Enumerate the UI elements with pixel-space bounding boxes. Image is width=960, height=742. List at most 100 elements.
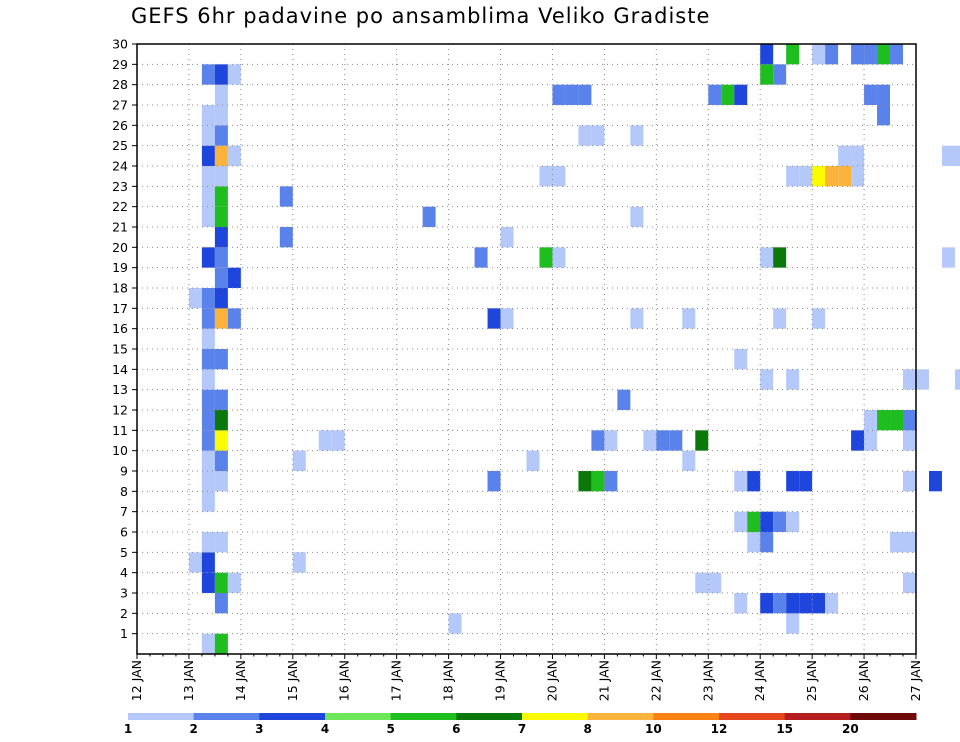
heatmap-cell bbox=[812, 166, 826, 187]
y-tick-label: 25 bbox=[112, 138, 128, 153]
x-tick-label: 27 JAN bbox=[908, 660, 923, 701]
heatmap-cells bbox=[188, 44, 960, 654]
colorbar-label: 4 bbox=[321, 722, 329, 736]
heatmap-cell bbox=[201, 186, 215, 207]
colorbar-swatch bbox=[784, 713, 851, 720]
y-tick-label: 23 bbox=[112, 179, 128, 194]
colorbar-label: 1 bbox=[124, 722, 132, 736]
heatmap-cell bbox=[214, 430, 228, 451]
heatmap-cell bbox=[864, 84, 878, 105]
heatmap-cell bbox=[201, 145, 215, 166]
heatmap-cell bbox=[630, 125, 644, 146]
heatmap-cell bbox=[786, 613, 800, 634]
heatmap-cell bbox=[201, 633, 215, 654]
heatmap-cell bbox=[214, 247, 228, 268]
x-tick-label: 22 JAN bbox=[648, 660, 663, 701]
heatmap-cell bbox=[734, 511, 748, 532]
colorbar-swatch bbox=[325, 713, 392, 720]
y-tick-label: 8 bbox=[120, 484, 128, 499]
y-tick-label: 19 bbox=[112, 260, 128, 275]
heatmap-cell bbox=[227, 267, 241, 288]
heatmap-cell bbox=[760, 593, 774, 614]
heatmap-cell bbox=[851, 145, 865, 166]
heatmap-cell bbox=[552, 84, 566, 105]
colorbar-swatch bbox=[522, 713, 589, 720]
y-tick-label: 12 bbox=[112, 403, 128, 418]
heatmap-cell bbox=[734, 349, 748, 370]
heatmap-cell bbox=[941, 145, 955, 166]
heatmap-cell bbox=[812, 308, 826, 329]
heatmap-cell bbox=[578, 125, 592, 146]
heatmap-cell bbox=[201, 105, 215, 126]
heatmap-cell bbox=[214, 308, 228, 329]
heatmap-cell bbox=[760, 247, 774, 268]
heatmap-cell bbox=[591, 430, 605, 451]
heatmap-cell bbox=[227, 64, 241, 85]
heatmap-cell bbox=[630, 206, 644, 227]
colorbar-swatch bbox=[128, 713, 195, 720]
heatmap-cell bbox=[578, 471, 592, 492]
colorbar-swatch bbox=[456, 713, 523, 720]
heatmap-cell bbox=[773, 308, 787, 329]
heatmap-cell bbox=[941, 247, 955, 268]
heatmap-cell bbox=[279, 227, 293, 248]
y-tick-label: 3 bbox=[120, 586, 128, 601]
plot-frame bbox=[136, 43, 917, 655]
heatmap-cell bbox=[695, 572, 709, 593]
heatmap-cell bbox=[773, 511, 787, 532]
colorbar-label: 12 bbox=[711, 722, 728, 736]
heatmap-cell bbox=[786, 166, 800, 187]
x-tick-label: 14 JAN bbox=[233, 660, 248, 701]
colorbar-swatch bbox=[850, 713, 917, 720]
heatmap-cell bbox=[422, 206, 436, 227]
heatmap-cell bbox=[954, 145, 960, 166]
heatmap-cell bbox=[734, 593, 748, 614]
heatmap-cell bbox=[214, 532, 228, 553]
heatmap-cell bbox=[201, 166, 215, 187]
heatmap-cell bbox=[656, 430, 670, 451]
heatmap-cell bbox=[786, 471, 800, 492]
heatmap-cell bbox=[188, 288, 202, 309]
colorbar-swatch bbox=[390, 713, 457, 720]
x-tick-label: 25 JAN bbox=[804, 660, 819, 701]
heatmap-cell bbox=[734, 471, 748, 492]
heatmap-cell bbox=[747, 471, 761, 492]
x-tick-label: 15 JAN bbox=[285, 660, 300, 701]
heatmap-cell bbox=[877, 84, 891, 105]
x-tick-label: 20 JAN bbox=[544, 660, 559, 701]
heatmap-cell bbox=[695, 430, 709, 451]
colorbar-label: 3 bbox=[255, 722, 263, 736]
x-tick-label: 18 JAN bbox=[441, 660, 456, 701]
heatmap-cell bbox=[201, 349, 215, 370]
heatmap-cell bbox=[201, 328, 215, 349]
y-tick-label: 18 bbox=[112, 281, 128, 296]
heatmap-cell bbox=[851, 166, 865, 187]
x-axis-ticks: 12 JAN 13 JAN 14 JAN 15 JAN 16 JAN 17 JAN 18 J… bbox=[129, 654, 923, 701]
heatmap-cell bbox=[799, 471, 813, 492]
colorbar-label: 20 bbox=[842, 722, 859, 736]
y-tick-label: 14 bbox=[112, 362, 128, 377]
colorbar-swatch bbox=[587, 713, 654, 720]
heatmap-cell bbox=[954, 369, 960, 390]
heatmap-cell bbox=[786, 369, 800, 390]
y-axis-ticks: 1234567891011121314151617181920212223242… bbox=[112, 37, 137, 641]
heatmap-cell bbox=[214, 64, 228, 85]
heatmap-cell bbox=[773, 64, 787, 85]
y-tick-label: 20 bbox=[112, 240, 128, 255]
heatmap-cell bbox=[214, 410, 228, 431]
heatmap-cell bbox=[864, 430, 878, 451]
heatmap-cell bbox=[214, 145, 228, 166]
y-tick-label: 29 bbox=[112, 57, 128, 72]
y-tick-label: 16 bbox=[112, 321, 128, 336]
heatmap-cell bbox=[812, 44, 826, 65]
heatmap-cell bbox=[214, 471, 228, 492]
y-tick-label: 17 bbox=[112, 301, 128, 316]
heatmap-cell bbox=[500, 227, 514, 248]
y-tick-label: 10 bbox=[112, 443, 128, 458]
heatmap-cell bbox=[214, 633, 228, 654]
heatmap-cell bbox=[825, 593, 839, 614]
heatmap-cell bbox=[786, 593, 800, 614]
heatmap-cell bbox=[539, 166, 553, 187]
heatmap-cell bbox=[552, 166, 566, 187]
